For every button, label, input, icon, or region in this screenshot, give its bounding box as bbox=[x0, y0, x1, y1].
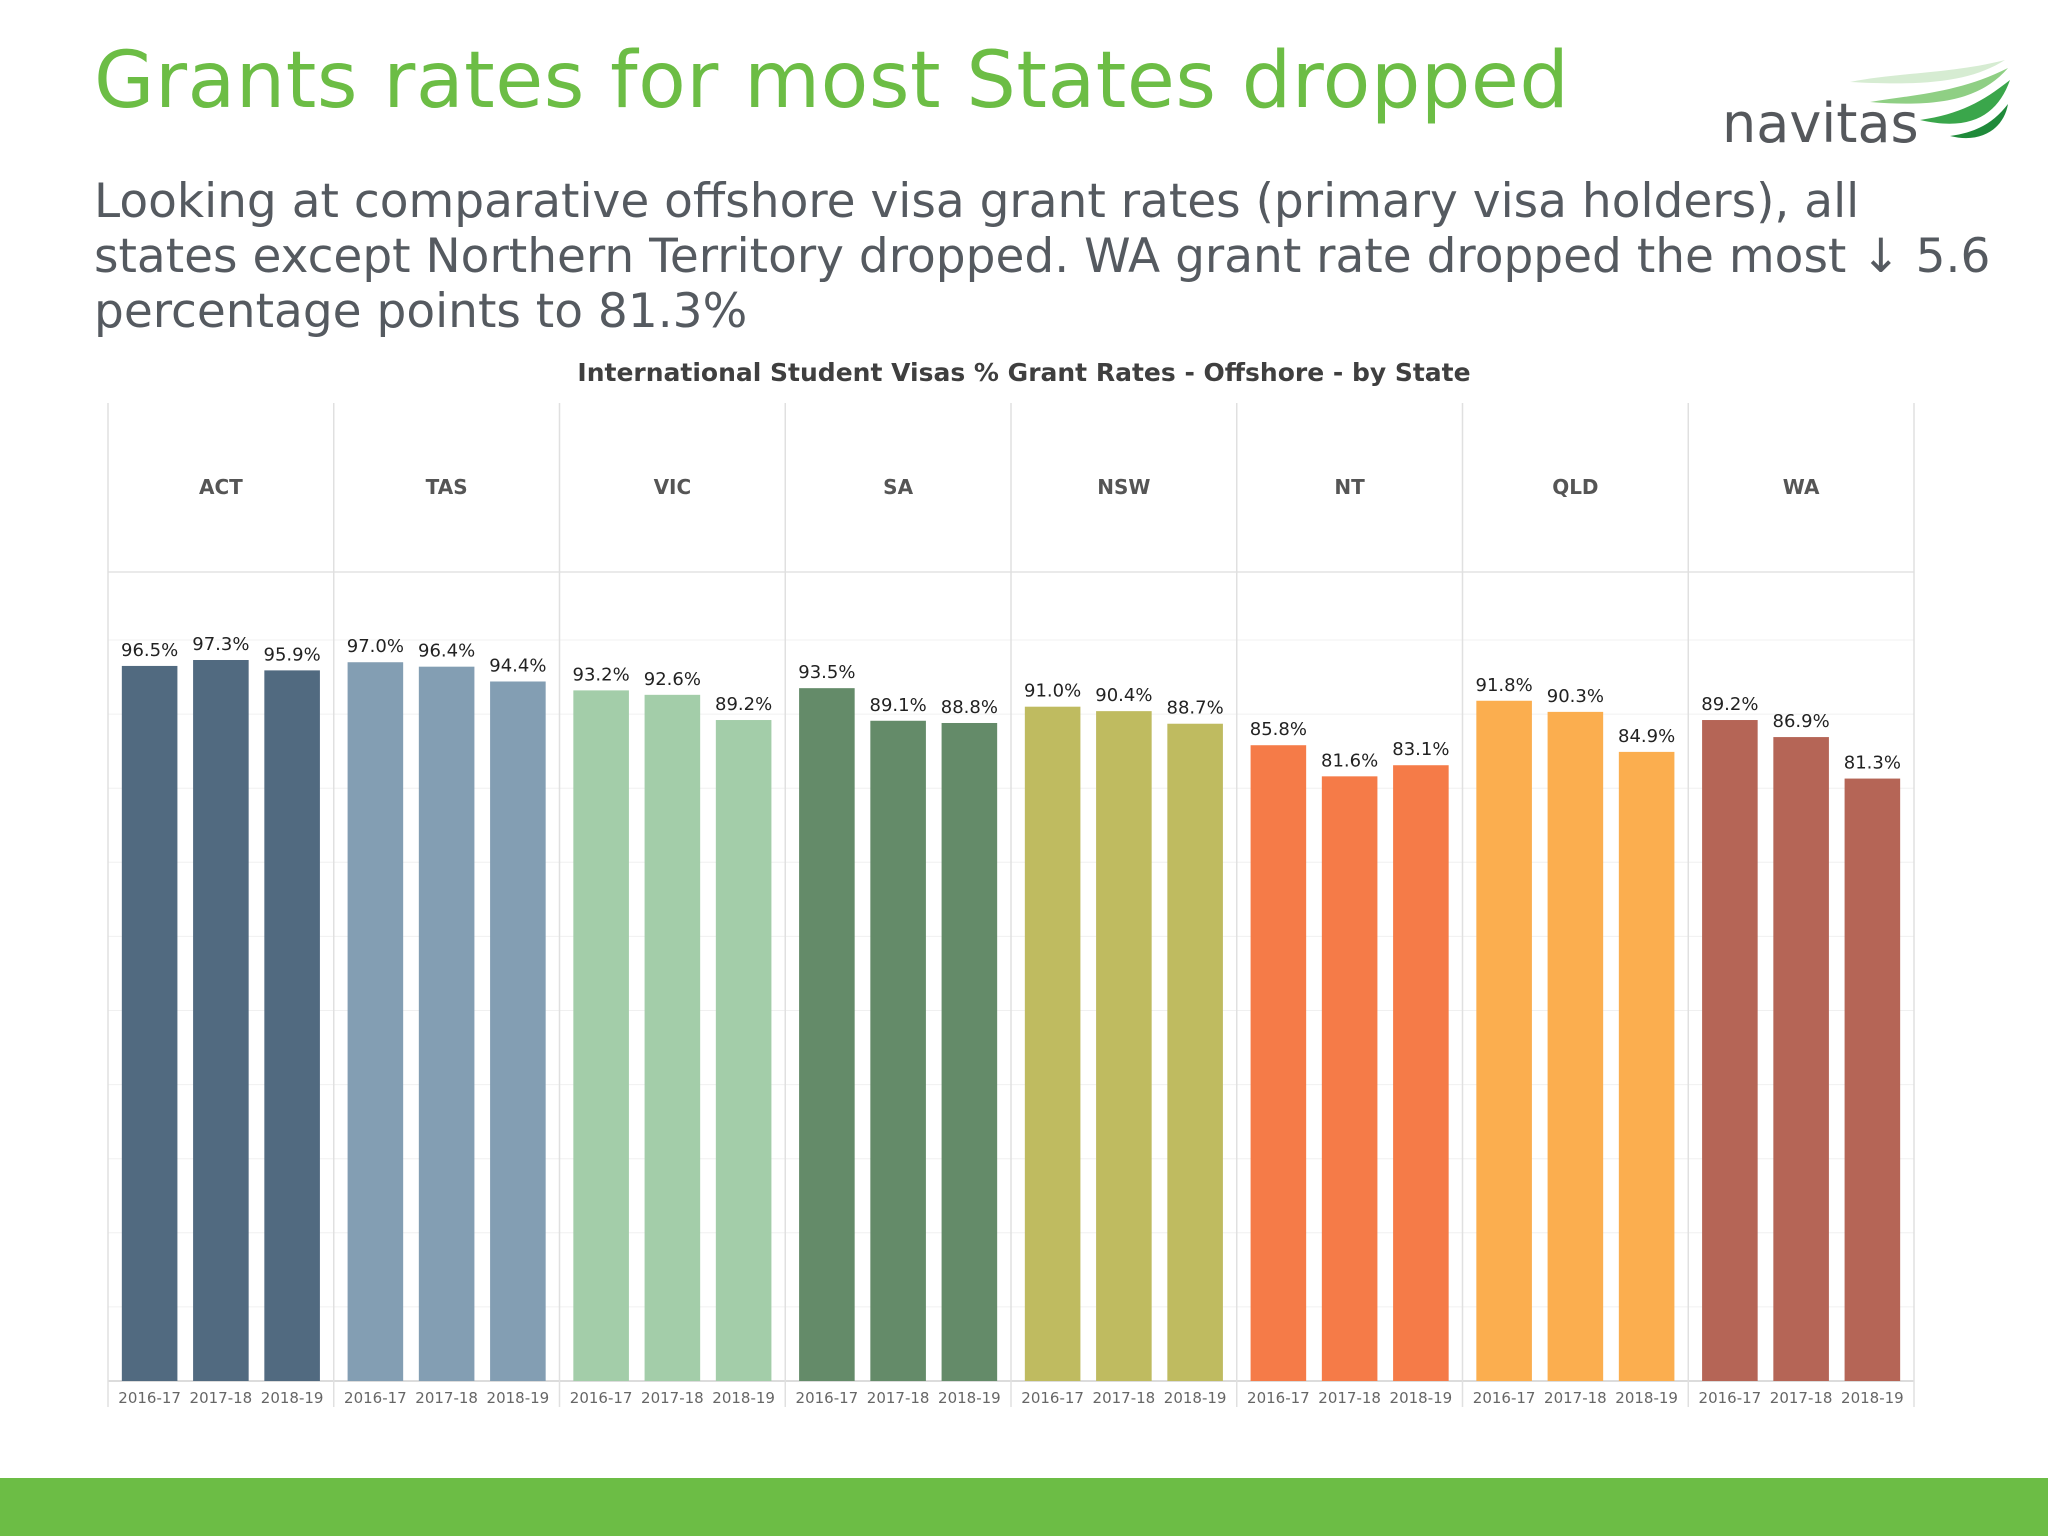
x-tick-label: 2016-17 bbox=[1247, 1389, 1310, 1407]
data-label: 93.2% bbox=[573, 664, 630, 685]
bar-act-2018-19 bbox=[264, 670, 320, 1381]
bar-tas-2016-17 bbox=[347, 662, 404, 1381]
data-label: 86.9% bbox=[1773, 711, 1830, 732]
panel-header-nsw: NSW bbox=[1097, 475, 1150, 499]
data-label: 83.1% bbox=[1392, 739, 1449, 760]
data-label: 89.2% bbox=[715, 694, 772, 715]
panel-header-sa: SA bbox=[883, 475, 913, 499]
grant-rate-chart: ACT 96.5% 2016-17 97.3% 2017-18 95.9% 2018-19 T… bbox=[107, 403, 1915, 1407]
x-tick-label: 2018-19 bbox=[261, 1389, 324, 1407]
footer-bar bbox=[0, 1478, 2048, 1536]
bar-tas-2017-18 bbox=[418, 666, 475, 1381]
x-tick-label: 2016-17 bbox=[118, 1389, 181, 1407]
bar-qld-2016-17 bbox=[1476, 700, 1532, 1381]
x-tick-label: 2016-17 bbox=[1699, 1389, 1762, 1407]
x-tick-label: 2018-19 bbox=[1164, 1389, 1227, 1407]
bar-tas-2018-19 bbox=[490, 681, 546, 1381]
bar-wa-2018-19 bbox=[1844, 778, 1901, 1381]
x-tick-label: 2018-19 bbox=[1615, 1389, 1678, 1407]
bar-qld-2017-18 bbox=[1547, 711, 1604, 1381]
x-tick-label: 2018-19 bbox=[1390, 1389, 1453, 1407]
logo-text: navitas bbox=[1722, 92, 1919, 152]
chart-title: International Student Visas % Grant Rate… bbox=[577, 358, 1471, 387]
x-tick-label: 2016-17 bbox=[344, 1389, 407, 1407]
data-label: 91.0% bbox=[1024, 681, 1081, 702]
bar-nt-2018-19 bbox=[1393, 765, 1449, 1381]
data-label: 97.0% bbox=[347, 636, 404, 657]
x-tick-label: 2016-17 bbox=[796, 1389, 859, 1407]
bar-sa-2018-19 bbox=[941, 722, 998, 1381]
x-tick-label: 2016-17 bbox=[1021, 1389, 1084, 1407]
data-label: 91.8% bbox=[1476, 675, 1533, 696]
x-tick-label: 2018-19 bbox=[1841, 1389, 1904, 1407]
panel-header-wa: WA bbox=[1783, 475, 1820, 499]
x-tick-label: 2016-17 bbox=[570, 1389, 633, 1407]
slide-title: Grants rates for most States dropped bbox=[94, 36, 1570, 126]
x-tick-label: 2017-18 bbox=[641, 1389, 704, 1407]
data-label: 90.3% bbox=[1547, 686, 1604, 707]
data-label: 81.3% bbox=[1844, 753, 1901, 774]
x-tick-label: 2017-18 bbox=[1318, 1389, 1381, 1407]
data-label: 96.5% bbox=[121, 640, 178, 661]
bar-wa-2017-18 bbox=[1773, 737, 1829, 1381]
data-label: 95.9% bbox=[264, 644, 321, 665]
data-label: 96.4% bbox=[418, 641, 475, 662]
data-label: 88.8% bbox=[941, 697, 998, 718]
data-label: 90.4% bbox=[1095, 685, 1152, 706]
panel-header-nt: NT bbox=[1334, 475, 1365, 499]
bar-sa-2017-18 bbox=[870, 720, 926, 1381]
data-label: 85.8% bbox=[1250, 719, 1307, 740]
data-label: 84.9% bbox=[1618, 726, 1675, 747]
x-tick-label: 2017-18 bbox=[1093, 1389, 1156, 1407]
data-label: 89.2% bbox=[1701, 694, 1758, 715]
slide-subtitle: Looking at comparative offshore visa gra… bbox=[94, 174, 1991, 339]
bar-qld-2018-19 bbox=[1618, 751, 1675, 1381]
bar-wa-2016-17 bbox=[1702, 720, 1758, 1381]
bar-vic-2017-18 bbox=[644, 694, 701, 1381]
data-label: 88.7% bbox=[1167, 698, 1224, 719]
data-label: 81.6% bbox=[1321, 750, 1378, 771]
x-tick-label: 2018-19 bbox=[712, 1389, 775, 1407]
bar-nt-2017-18 bbox=[1321, 776, 1378, 1381]
x-tick-label: 2017-18 bbox=[1544, 1389, 1607, 1407]
bar-act-2016-17 bbox=[121, 665, 178, 1381]
bar-nsw-2017-18 bbox=[1096, 711, 1152, 1381]
navitas-logo: navitas bbox=[1722, 60, 2010, 152]
bar-nsw-2016-17 bbox=[1024, 706, 1081, 1381]
data-label: 89.1% bbox=[870, 695, 927, 716]
data-label: 94.4% bbox=[489, 655, 546, 676]
x-tick-label: 2016-17 bbox=[1473, 1389, 1536, 1407]
bar-nt-2016-17 bbox=[1250, 745, 1307, 1381]
x-tick-label: 2017-18 bbox=[867, 1389, 930, 1407]
x-tick-label: 2017-18 bbox=[415, 1389, 478, 1407]
x-tick-label: 2018-19 bbox=[938, 1389, 1001, 1407]
bar-vic-2018-19 bbox=[715, 720, 772, 1381]
panel-header-tas: TAS bbox=[426, 475, 468, 499]
bar-vic-2016-17 bbox=[573, 690, 629, 1381]
data-label: 92.6% bbox=[644, 669, 701, 690]
x-tick-label: 2018-19 bbox=[487, 1389, 550, 1407]
bar-nsw-2018-19 bbox=[1167, 723, 1223, 1381]
data-label: 97.3% bbox=[192, 634, 249, 655]
x-tick-label: 2017-18 bbox=[190, 1389, 253, 1407]
bar-act-2017-18 bbox=[193, 660, 249, 1381]
x-tick-label: 2017-18 bbox=[1770, 1389, 1833, 1407]
data-label: 93.5% bbox=[798, 662, 855, 683]
bar-sa-2016-17 bbox=[799, 688, 855, 1381]
panel-header-vic: VIC bbox=[654, 475, 692, 499]
logo-swoosh-icon bbox=[1850, 60, 2010, 139]
panel-header-act: ACT bbox=[199, 475, 243, 499]
panel-header-qld: QLD bbox=[1552, 475, 1598, 499]
